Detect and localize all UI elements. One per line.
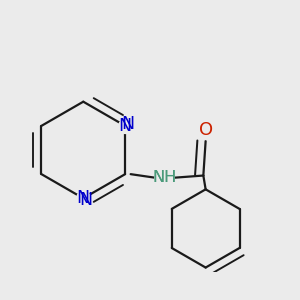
Text: NH: NH — [152, 170, 176, 185]
Text: NH: NH — [152, 170, 176, 185]
Text: N: N — [118, 117, 132, 135]
Text: N: N — [77, 189, 90, 207]
Text: N: N — [121, 116, 134, 134]
Text: O: O — [199, 121, 213, 139]
Text: N: N — [79, 191, 92, 209]
